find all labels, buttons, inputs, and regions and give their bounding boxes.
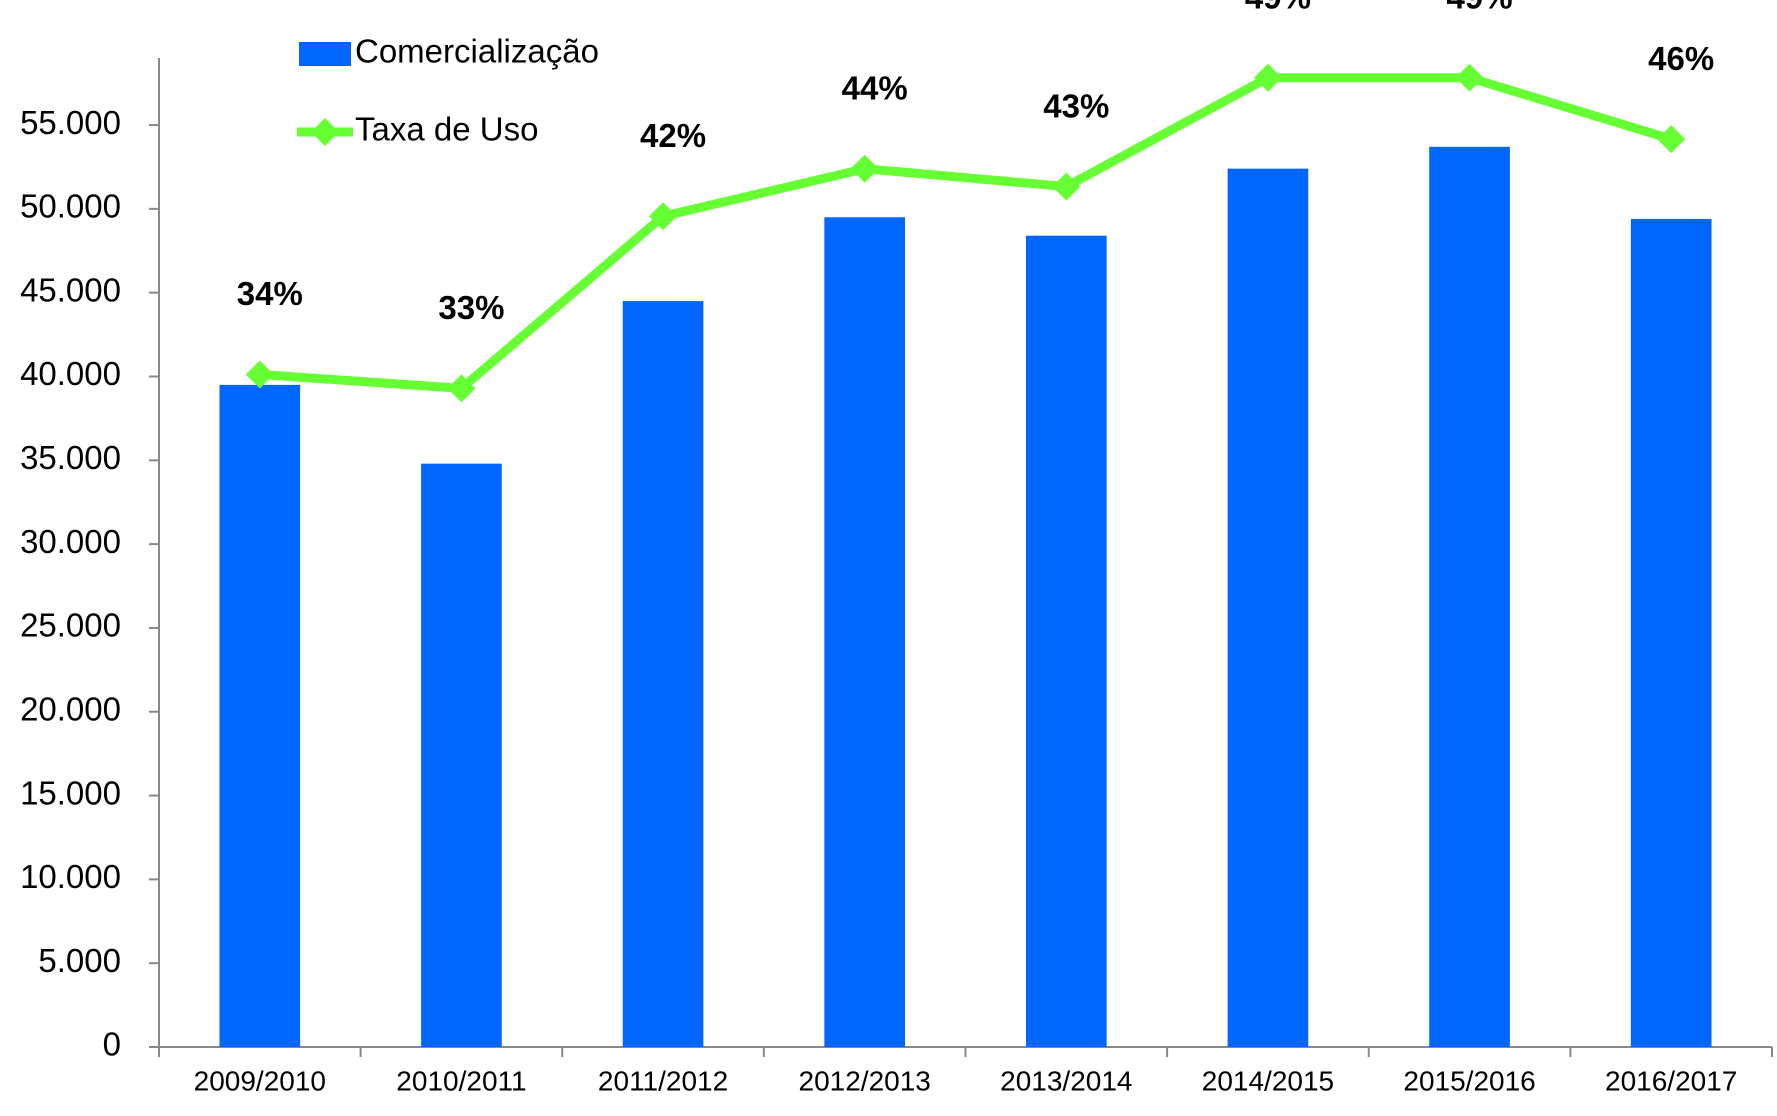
x-tick-label: 2014/2015 [1202, 1065, 1334, 1096]
bar [1025, 235, 1107, 1047]
y-tick-label: 50.000 [20, 188, 121, 225]
y-tick-label: 45.000 [20, 271, 121, 308]
x-tick-label: 2012/2013 [799, 1065, 931, 1096]
y-tick-label: 25.000 [20, 607, 121, 644]
y-tick-label: 0 [103, 1026, 121, 1063]
marker [1657, 125, 1686, 154]
bar [824, 217, 906, 1048]
bar [1227, 168, 1309, 1047]
y-tick-label: 40.000 [20, 355, 121, 392]
y-tick-label: 15.000 [20, 774, 121, 811]
y-tick-label: 5.000 [38, 942, 121, 979]
bar [1429, 146, 1510, 1047]
data-label: 49% [1447, 0, 1513, 15]
x-tick-label: 2016/2017 [1605, 1065, 1737, 1096]
legend-label: Taxa de Uso [355, 111, 538, 148]
marker [649, 202, 678, 231]
legend-label: Comercialização [355, 33, 599, 70]
data-label: 33% [438, 289, 504, 326]
data-label: 49% [1245, 0, 1311, 15]
marker [1052, 172, 1081, 201]
y-tick-label: 35.000 [20, 439, 121, 476]
marker [1455, 63, 1484, 92]
line [259, 73, 1673, 393]
marker [850, 154, 879, 183]
y-tick-label: 10.000 [20, 858, 121, 895]
legend-swatch [299, 42, 351, 66]
data-label: 43% [1043, 87, 1109, 124]
x-tick-label: 2011/2012 [598, 1065, 728, 1096]
x-tick-label: 2009/2010 [194, 1065, 326, 1096]
data-label: 34% [237, 275, 303, 312]
data-label: 42% [640, 117, 706, 154]
y-tick-label: 55.000 [20, 104, 121, 141]
marker [245, 360, 274, 389]
x-tick-label: 2013/2014 [1000, 1065, 1132, 1096]
marker [1253, 63, 1282, 92]
x-tick-label: 2015/2016 [1403, 1065, 1535, 1096]
y-tick-label: 30.000 [20, 523, 121, 560]
data-label: 44% [842, 69, 908, 106]
legend-marker [311, 118, 339, 146]
bar [1630, 218, 1712, 1048]
bar [421, 463, 502, 1048]
bar [622, 301, 704, 1047]
y-tick-label: 20.000 [20, 690, 121, 727]
data-label: 46% [1648, 40, 1714, 77]
x-tick-label: 2010/2011 [396, 1065, 526, 1096]
bar [219, 384, 301, 1047]
marker [447, 374, 476, 403]
